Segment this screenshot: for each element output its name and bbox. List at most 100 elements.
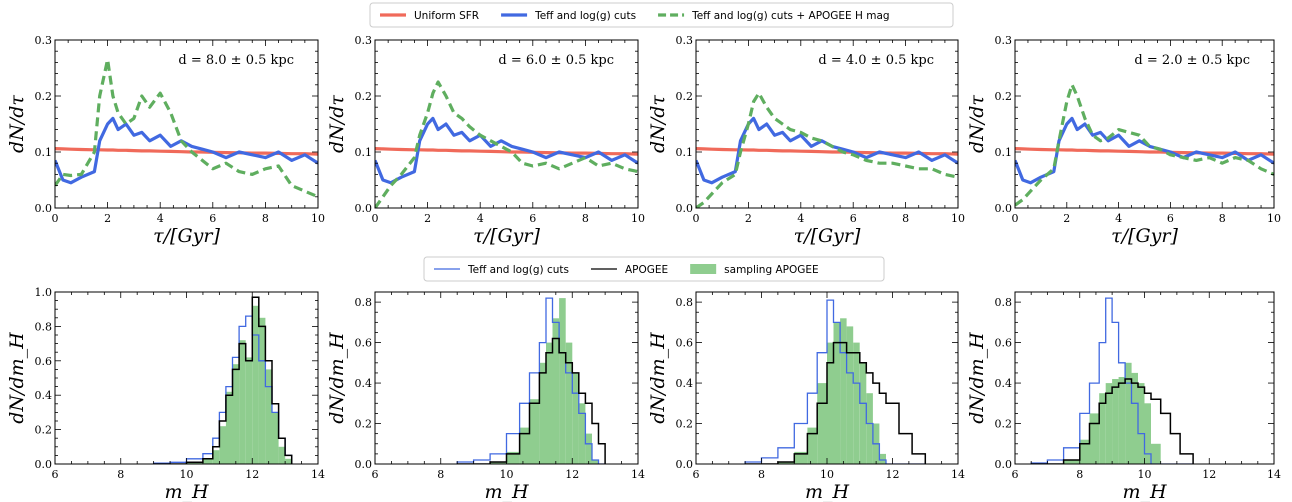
x-tick-label: 6 [850,212,857,225]
x-tick-label: 10 [311,212,325,225]
x-tick-label: 0 [1012,212,1019,225]
y-tick-label: 0.4 [995,377,1013,390]
series-line-1 [696,116,958,185]
hist-step-apogee [153,296,293,464]
x-tick-label: 0 [372,212,379,225]
y-tick-label: 0.2 [676,90,694,103]
y-tick-label: 0.4 [676,377,694,390]
x-tick-label: 10 [951,212,965,225]
x-tick-label: 6 [372,468,379,481]
hist-bar [202,458,213,464]
panel-top-2: 0 2 4 6 8 10 0.0 0.1 0.2 0.3 τ/[Gyr] dN/dτ d = 6.0 ±… [326,34,645,247]
x-tick-label: 0 [52,212,59,225]
y-tick-label: 0.0 [355,202,373,215]
hist-bar [232,364,240,464]
hist-bar [1151,443,1161,464]
x-tick-label: 8 [437,468,444,481]
y-tick-label: 0.0 [676,202,694,215]
x-axis-label: m_H [805,481,850,502]
distance-annotation: d = 6.0 ± 0.5 kpc [498,53,614,68]
x-tick-label: 2 [424,212,431,225]
panel-top-3: 0 2 4 6 8 10 0.0 0.1 0.2 0.3 τ/[Gyr] dN/dτ d = 4.0 ±… [647,34,965,247]
x-tick-label: 10 [1267,212,1281,225]
distance-annotation: d = 2.0 ± 0.5 kpc [1134,53,1250,68]
hist-bar [1105,383,1113,464]
x-tick-label: 10 [180,468,194,481]
y-axis-label: dN/dm_H [6,332,28,424]
x-tick-label: 14 [631,468,645,481]
hist-bar [1079,439,1090,464]
x-tick-label: 10 [820,468,834,481]
hist-bar [529,399,540,464]
y-axis-label: dN/dm_H [647,332,669,424]
series-line-2 [375,80,638,208]
x-tick-label: 6 [209,212,216,225]
hist-bar [1131,372,1138,464]
y-tick-label: 0.4 [35,389,53,402]
x-tick-label: 14 [311,468,325,481]
panel-bottom-4: 6 8 10 12 14 0.0 0.2 0.4 0.6 0.8 m_H dN/dm_H [966,291,1281,502]
y-tick-label: 0.3 [995,34,1013,47]
hist-bar [186,462,203,464]
legend-bottom: Teff and log(g) cuts APOGEE sampling APOGE… [423,256,885,282]
legend-label-0: Teff and log(g) cuts [467,264,569,276]
y-tick-label: 0.2 [355,90,373,103]
panel-bottom-1: 6 8 10 12 14 0.0 0.2 0.4 0.6 0.8 1.0 m_H dN/dm_H [6,286,325,502]
legend-label-2: Teff and log(g) cuts + APOGEE H mag [691,10,890,22]
y-tick-label: 0.1 [35,146,53,159]
hist-bar [546,342,553,464]
x-tick-label: 14 [951,468,965,481]
hist-bar [1125,362,1132,464]
y-tick-label: 0.3 [355,34,373,47]
x-tick-label: 14 [1267,468,1281,481]
hist-step-teff [152,315,293,464]
plot-area [696,91,958,208]
panel-top-1: 0 2 4 6 8 10 0.0 0.1 0.2 0.3 τ/[Gyr] dN/dτ d = 8.0 ±… [6,34,325,247]
plot-area [1030,297,1194,464]
hist-bar [1089,413,1100,464]
x-tick-label: 4 [1115,212,1122,225]
y-tick-label: 0.2 [995,90,1013,103]
hist-bar [490,462,507,464]
x-tick-label: 6 [52,468,59,481]
x-tick-label: 6 [693,468,700,481]
hist-bar [519,427,530,464]
hist-bar [212,450,220,464]
legend-label-2: sampling APOGEE [724,264,818,276]
legend-label-0: Uniform SFR [414,10,479,22]
legend-label-1: APOGEE [625,264,668,276]
y-tick-label: 0.4 [355,377,373,390]
y-tick-label: 0.3 [35,34,53,47]
series-line-0 [1015,147,1274,156]
hist-bar [1138,383,1145,464]
y-tick-label: 0.0 [355,458,373,471]
x-tick-label: 0 [693,212,700,225]
x-tick-label: 6 [529,212,536,225]
y-tick-label: 0.6 [355,337,373,350]
plot-area [744,299,927,464]
hist-bar [794,451,808,464]
x-axis-label: τ/[Gyr] [794,225,861,247]
series-line-2 [696,91,958,208]
plot-area [1015,83,1274,207]
hist-bar [1112,379,1119,464]
hist-bar [578,403,586,464]
x-axis-label: m_H [1122,481,1167,502]
x-tick-label: 2 [745,212,752,225]
plot-area [456,297,606,464]
y-tick-label: 0.8 [355,296,373,309]
y-axis-label: dN/dτ [966,95,988,153]
hist-bar [565,342,573,464]
plot-area [152,296,293,464]
y-tick-label: 0.1 [995,146,1013,159]
hist-bar [285,458,292,464]
hist-bar [853,342,860,464]
x-tick-label: 10 [631,212,645,225]
y-axis-label: dN/dτ [326,95,348,153]
y-tick-label: 0.8 [676,296,694,309]
panel-bottom-3: 6 8 10 12 14 0.0 0.2 0.4 0.6 0.8 m_H dN/dm_H [647,291,965,502]
x-tick-label: 8 [902,212,909,225]
plot-area [375,80,638,208]
hist-bar [817,383,827,464]
x-tick-label: 10 [500,468,514,481]
